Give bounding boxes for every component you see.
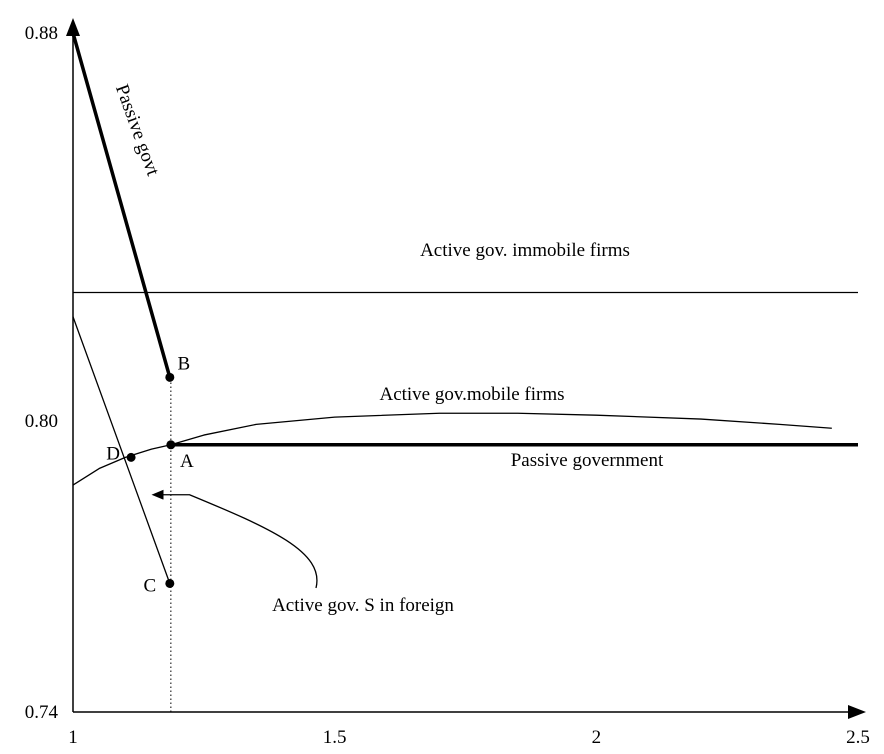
point-a-marker [166, 440, 176, 450]
y-tick-label: 0.74 [25, 702, 59, 723]
point-b-label: B [177, 353, 190, 374]
point-c-label: C [143, 575, 156, 596]
label-s-in-foreign: Active gov. S in foreign [272, 595, 454, 616]
label-immobile-firms: Active gov. immobile firms [420, 240, 630, 261]
x-tick-label: 1.5 [323, 727, 347, 748]
label-mobile-firms: Active gov.mobile firms [379, 384, 564, 405]
y-axis-arrow-icon [66, 18, 80, 36]
series-line-active-gov-s-in-foreign [72, 316, 171, 584]
y-tick-label: 0.80 [25, 411, 58, 432]
point-b-marker [165, 372, 175, 382]
point-a-label: A [180, 451, 194, 472]
point-d-label: D [106, 443, 120, 464]
x-tick-labels: 1 1.5 2 2.5 [68, 727, 870, 748]
y-tick-label: 0.88 [25, 23, 58, 44]
series-layer [71, 32, 858, 584]
point-c-marker [165, 578, 175, 588]
x-tick-label: 1 [68, 727, 78, 748]
annotation-arrow [151, 489, 318, 589]
x-tick-label: 2 [592, 727, 602, 748]
x-tick-label: 2.5 [846, 727, 870, 748]
label-passive-govt: Passive govt [111, 82, 164, 180]
point-d-marker [126, 452, 136, 462]
series-labels: Passive govt Active gov. immobile firms … [111, 82, 664, 616]
series-line-active-gov-mobile-firms [72, 412, 832, 486]
axes [66, 18, 866, 719]
label-passive-government: Passive government [511, 450, 664, 471]
y-tick-labels: 0.74 0.80 0.88 [25, 23, 59, 723]
x-axis-arrow-icon [848, 705, 866, 719]
points-layer: A B C D [106, 353, 194, 596]
series-line-passive-govt [71, 32, 172, 378]
